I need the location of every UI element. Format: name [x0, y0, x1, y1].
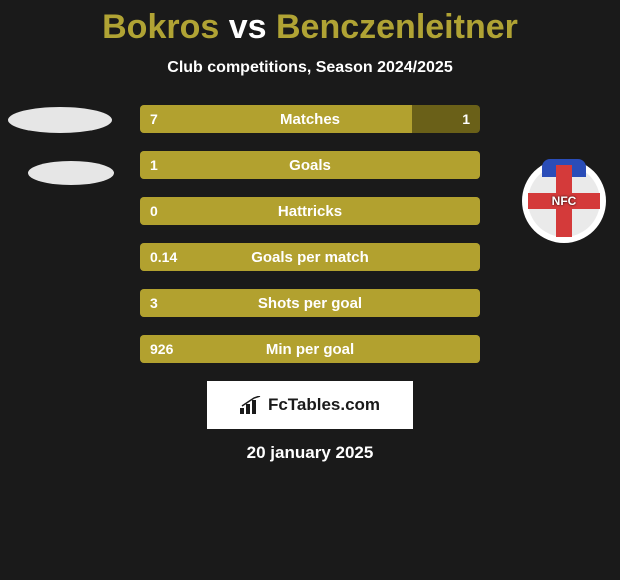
stat-label: Goals	[140, 151, 480, 179]
stat-row-min-per-goal: 926 Min per goal	[140, 335, 480, 363]
stat-label: Goals per match	[140, 243, 480, 271]
stat-right-value: 1	[462, 105, 470, 133]
stat-label: Shots per goal	[140, 289, 480, 317]
stat-row-hattricks: 0 Hattricks	[140, 197, 480, 225]
title-player2: Benczenleitner	[276, 8, 518, 46]
chart-icon	[240, 396, 262, 414]
site-attribution: FcTables.com	[207, 381, 413, 429]
page-title: Bokros vs Benczenleitner	[0, 0, 620, 47]
stat-row-shots-per-goal: 3 Shots per goal	[140, 289, 480, 317]
club-badge: NFC	[522, 159, 606, 243]
player1-badge-placeholder-2	[28, 161, 114, 185]
site-name: FcTables.com	[268, 395, 380, 415]
stat-row-goals-per-match: 0.14 Goals per match	[140, 243, 480, 271]
comparison-content: NFC 7 Matches 1 1 Goals 0 Hattricks 0.14…	[0, 105, 620, 463]
stat-label: Hattricks	[140, 197, 480, 225]
player1-badge-placeholder	[8, 107, 112, 133]
title-vs: vs	[229, 8, 267, 46]
stat-row-matches: 7 Matches 1	[140, 105, 480, 133]
stat-label: Matches	[140, 105, 480, 133]
title-player1: Bokros	[102, 8, 219, 46]
date-text: 20 january 2025	[0, 443, 620, 463]
stat-bars: 7 Matches 1 1 Goals 0 Hattricks 0.14 Goa…	[140, 105, 480, 363]
subtitle: Club competitions, Season 2024/2025	[0, 59, 620, 77]
stat-label: Min per goal	[140, 335, 480, 363]
stat-row-goals: 1 Goals	[140, 151, 480, 179]
badge-text: NFC	[552, 194, 577, 208]
club-badge-inner: NFC	[528, 165, 600, 237]
